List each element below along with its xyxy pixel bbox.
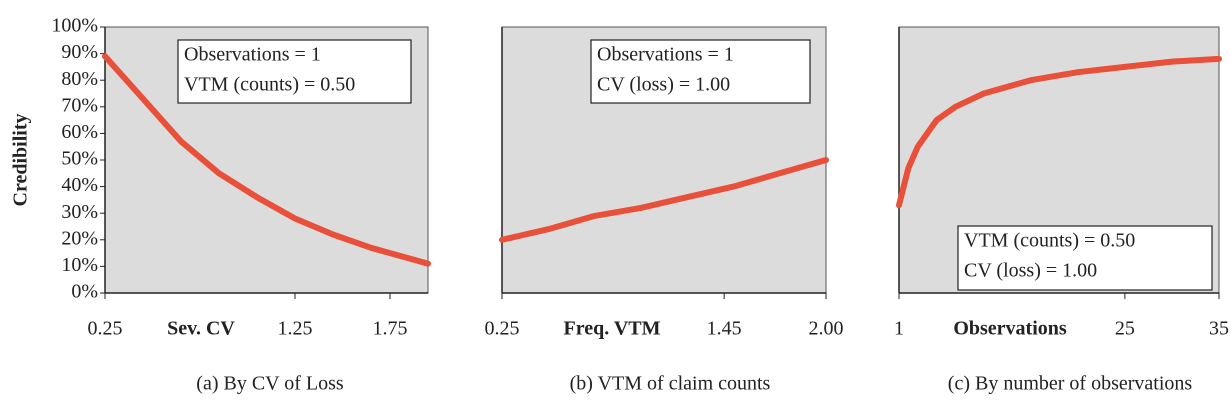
x-tick-label: 1.45 bbox=[707, 318, 742, 340]
caption: (a) By CV of Loss bbox=[196, 373, 344, 395]
x-tick-label: 35 bbox=[1209, 318, 1229, 340]
x-tick-label: 1 bbox=[894, 318, 904, 340]
y-tick-label: 20% bbox=[61, 227, 98, 249]
x-axis-label: Sev. CV bbox=[167, 318, 235, 340]
caption: (b) VTM of claim counts bbox=[570, 373, 771, 395]
x-tick-label: 25 bbox=[1115, 318, 1135, 340]
annotation: Observations = 1 bbox=[597, 44, 734, 66]
annotation-box bbox=[177, 39, 412, 104]
x-tick-label: 0.25 bbox=[88, 318, 123, 340]
y-tick-label: 90% bbox=[61, 41, 98, 63]
data-line bbox=[499, 157, 829, 243]
y-tick-label: 70% bbox=[61, 94, 98, 116]
y-tick-label: 80% bbox=[61, 68, 98, 90]
y-tick-label: 40% bbox=[61, 174, 98, 196]
x-tick-label: 0.25 bbox=[485, 318, 520, 340]
x-axis-label: Observations bbox=[953, 318, 1067, 340]
x-tick-label: 1.25 bbox=[278, 318, 313, 340]
data-line bbox=[102, 53, 431, 267]
y-tick-label: 50% bbox=[61, 148, 98, 170]
x-tick-label: 1.75 bbox=[373, 318, 408, 340]
caption: (c) By number of observations bbox=[948, 373, 1193, 395]
annotation: CV (loss) = 1.00 bbox=[964, 260, 1097, 282]
annotation: Observations = 1 bbox=[184, 44, 321, 66]
x-axis-label: Freq. VTM bbox=[563, 318, 660, 340]
y-tick-label: 60% bbox=[61, 121, 98, 143]
annotation: VTM (counts) = 0.50 bbox=[964, 230, 1135, 252]
y-tick-label: 100% bbox=[51, 15, 98, 37]
y-tick-label: 30% bbox=[61, 201, 98, 223]
x-tick-label: 2.00 bbox=[809, 318, 844, 340]
annotation-box bbox=[957, 225, 1213, 291]
annotation: CV (loss) = 1.00 bbox=[597, 74, 730, 96]
data-line bbox=[896, 55, 1222, 209]
y-tick-label: 10% bbox=[61, 254, 98, 276]
annotation-box bbox=[590, 39, 811, 104]
y-axis-label: Credibility bbox=[10, 114, 32, 207]
annotation: VTM (counts) = 0.50 bbox=[184, 74, 355, 96]
y-tick-label: 0% bbox=[71, 281, 98, 303]
